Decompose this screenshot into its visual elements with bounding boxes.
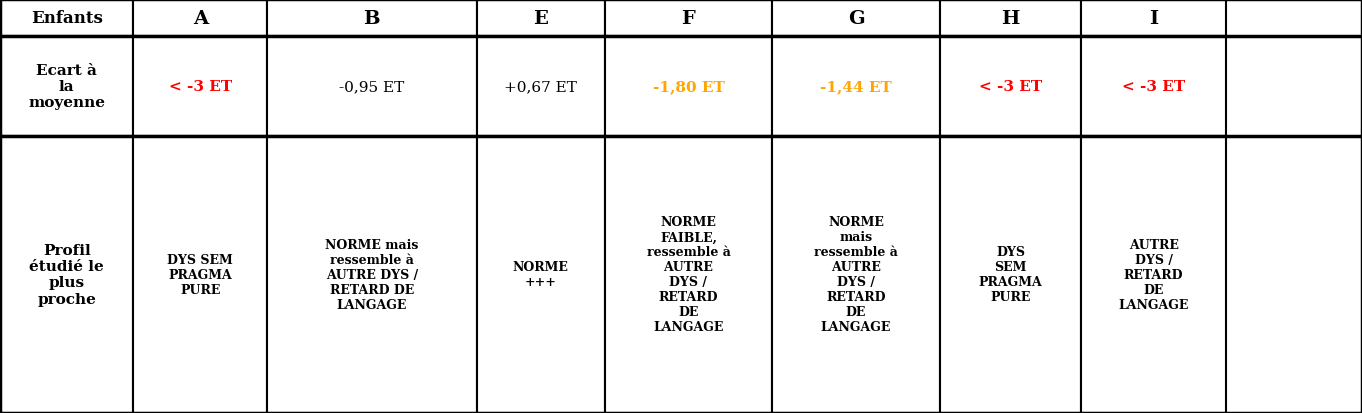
Bar bbox=[605, 37, 772, 136]
Bar bbox=[477, 0, 605, 37]
Bar bbox=[133, 136, 267, 413]
Text: Enfants: Enfants bbox=[31, 10, 102, 27]
Text: +0,67 ET: +0,67 ET bbox=[504, 80, 577, 94]
Text: I: I bbox=[1150, 9, 1158, 28]
Bar bbox=[133, 37, 267, 136]
Bar bbox=[940, 136, 1081, 413]
Bar bbox=[477, 136, 605, 413]
Bar bbox=[133, 0, 267, 37]
Text: B: B bbox=[364, 9, 380, 28]
Text: NORME
FAIBLE,
ressemble à
AUTRE
DYS /
RETARD
DE
LANGAGE: NORME FAIBLE, ressemble à AUTRE DYS / RE… bbox=[647, 216, 730, 334]
Text: Profil
étudié le
plus
proche: Profil étudié le plus proche bbox=[30, 243, 104, 306]
Bar bbox=[772, 0, 940, 37]
Bar bbox=[267, 136, 477, 413]
Text: -1,80 ET: -1,80 ET bbox=[652, 80, 725, 94]
Bar bbox=[1081, 0, 1226, 37]
Bar bbox=[0, 136, 133, 413]
Bar bbox=[267, 37, 477, 136]
Bar bbox=[605, 0, 772, 37]
Bar bbox=[0, 0, 133, 37]
Bar bbox=[605, 136, 772, 413]
Text: H: H bbox=[1001, 9, 1020, 28]
Text: E: E bbox=[534, 9, 548, 28]
Text: NORME
mais
ressemble à
AUTRE
DYS /
RETARD
DE
LANGAGE: NORME mais ressemble à AUTRE DYS / RETAR… bbox=[814, 216, 898, 334]
Text: DYS
SEM
PRAGMA
PURE: DYS SEM PRAGMA PURE bbox=[979, 246, 1042, 304]
Bar bbox=[772, 136, 940, 413]
Text: < -3 ET: < -3 ET bbox=[979, 80, 1042, 94]
Text: < -3 ET: < -3 ET bbox=[1122, 80, 1185, 94]
Bar bbox=[1081, 136, 1226, 413]
Text: Ecart à
la
moyenne: Ecart à la moyenne bbox=[29, 64, 105, 110]
Bar bbox=[1081, 37, 1226, 136]
Text: AUTRE
DYS /
RETARD
DE
LANGAGE: AUTRE DYS / RETARD DE LANGAGE bbox=[1118, 238, 1189, 311]
Bar bbox=[477, 37, 605, 136]
Text: DYS SEM
PRAGMA
PURE: DYS SEM PRAGMA PURE bbox=[168, 253, 233, 296]
Bar bbox=[772, 37, 940, 136]
Text: A: A bbox=[192, 9, 208, 28]
Text: NORME mais
ressemble à
AUTRE DYS /
RETARD DE
LANGAGE: NORME mais ressemble à AUTRE DYS / RETAR… bbox=[326, 238, 418, 311]
Bar bbox=[940, 0, 1081, 37]
Bar bbox=[940, 37, 1081, 136]
Text: < -3 ET: < -3 ET bbox=[169, 80, 232, 94]
Text: F: F bbox=[681, 9, 696, 28]
Bar bbox=[267, 0, 477, 37]
Bar bbox=[0, 37, 133, 136]
Text: NORME
+++: NORME +++ bbox=[512, 261, 569, 289]
Text: G: G bbox=[847, 9, 865, 28]
Text: -1,44 ET: -1,44 ET bbox=[820, 80, 892, 94]
Text: -0,95 ET: -0,95 ET bbox=[339, 80, 405, 94]
